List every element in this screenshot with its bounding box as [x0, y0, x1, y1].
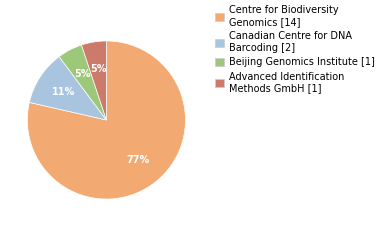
Wedge shape	[29, 57, 106, 120]
Wedge shape	[27, 41, 185, 199]
Legend: Centre for Biodiversity
Genomics [14], Canadian Centre for DNA
Barcoding [2], Be: Centre for Biodiversity Genomics [14], C…	[215, 5, 375, 93]
Text: 5%: 5%	[74, 69, 91, 79]
Text: 77%: 77%	[127, 155, 150, 165]
Wedge shape	[81, 41, 106, 120]
Text: 5%: 5%	[90, 64, 106, 74]
Text: 11%: 11%	[52, 87, 75, 97]
Wedge shape	[59, 45, 106, 120]
